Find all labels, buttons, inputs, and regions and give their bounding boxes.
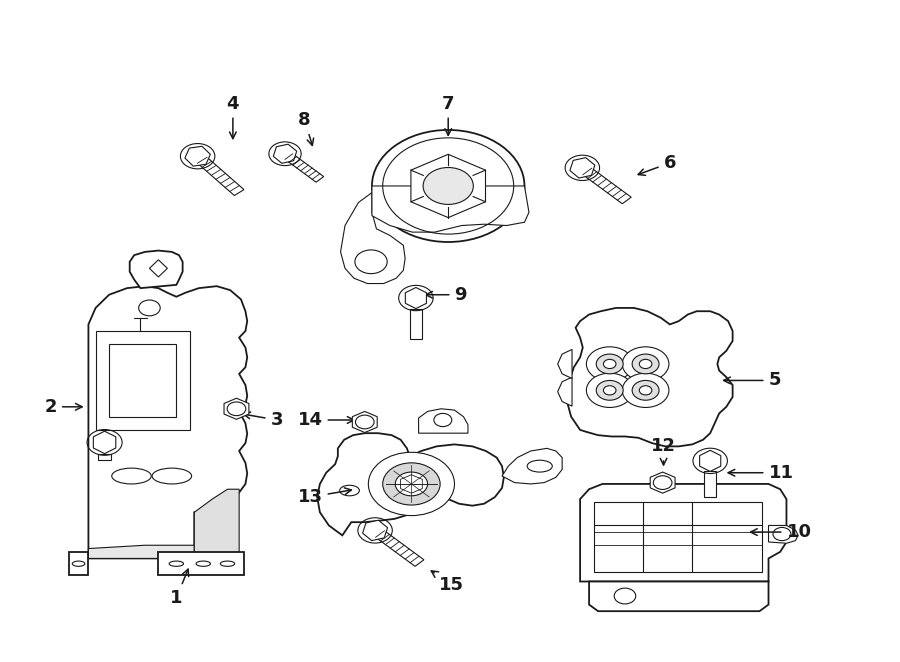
Circle shape bbox=[395, 472, 428, 496]
Polygon shape bbox=[95, 331, 190, 430]
Text: 13: 13 bbox=[298, 488, 351, 506]
Polygon shape bbox=[502, 448, 562, 484]
Text: 6: 6 bbox=[638, 154, 676, 175]
Polygon shape bbox=[158, 552, 244, 575]
Polygon shape bbox=[769, 526, 798, 544]
Text: 15: 15 bbox=[431, 571, 464, 594]
Polygon shape bbox=[98, 453, 111, 459]
Polygon shape bbox=[371, 527, 424, 566]
Polygon shape bbox=[130, 251, 183, 288]
Circle shape bbox=[603, 359, 616, 369]
Polygon shape bbox=[274, 144, 297, 164]
Polygon shape bbox=[590, 581, 769, 611]
Text: 14: 14 bbox=[298, 411, 354, 429]
Circle shape bbox=[632, 381, 659, 401]
Text: 7: 7 bbox=[442, 95, 454, 135]
Polygon shape bbox=[405, 287, 427, 308]
Polygon shape bbox=[281, 151, 324, 182]
Text: 4: 4 bbox=[227, 95, 239, 138]
Polygon shape bbox=[88, 286, 248, 559]
Text: 2: 2 bbox=[44, 398, 82, 416]
Polygon shape bbox=[410, 308, 422, 339]
Text: 1: 1 bbox=[170, 569, 189, 607]
Polygon shape bbox=[567, 308, 733, 446]
Circle shape bbox=[639, 359, 652, 369]
Circle shape bbox=[596, 381, 623, 401]
Text: 9: 9 bbox=[426, 286, 467, 304]
Circle shape bbox=[368, 452, 454, 516]
Polygon shape bbox=[372, 186, 529, 232]
Polygon shape bbox=[570, 158, 595, 178]
Polygon shape bbox=[558, 377, 572, 406]
Polygon shape bbox=[363, 520, 388, 541]
Polygon shape bbox=[184, 146, 211, 166]
Polygon shape bbox=[68, 552, 88, 575]
Polygon shape bbox=[578, 165, 631, 204]
Polygon shape bbox=[352, 411, 377, 432]
Text: 11: 11 bbox=[728, 464, 794, 482]
Polygon shape bbox=[194, 489, 239, 559]
Circle shape bbox=[382, 463, 440, 505]
Polygon shape bbox=[411, 154, 485, 218]
Text: 3: 3 bbox=[244, 411, 284, 429]
Circle shape bbox=[587, 373, 633, 408]
Circle shape bbox=[622, 347, 669, 381]
Circle shape bbox=[603, 386, 616, 395]
Circle shape bbox=[622, 373, 669, 408]
Circle shape bbox=[587, 347, 633, 381]
Polygon shape bbox=[558, 350, 572, 379]
Text: 12: 12 bbox=[651, 438, 676, 465]
Circle shape bbox=[372, 130, 525, 242]
Circle shape bbox=[423, 167, 473, 205]
Text: 10: 10 bbox=[751, 523, 812, 541]
Text: 5: 5 bbox=[724, 371, 781, 389]
Circle shape bbox=[632, 354, 659, 374]
Polygon shape bbox=[94, 431, 116, 453]
Polygon shape bbox=[418, 409, 468, 433]
Circle shape bbox=[639, 386, 652, 395]
Polygon shape bbox=[317, 433, 504, 536]
Polygon shape bbox=[193, 153, 244, 195]
Text: 8: 8 bbox=[298, 111, 313, 146]
Polygon shape bbox=[704, 471, 716, 497]
Polygon shape bbox=[580, 484, 787, 581]
Polygon shape bbox=[650, 472, 675, 493]
Polygon shape bbox=[88, 545, 194, 559]
Polygon shape bbox=[340, 193, 405, 283]
Polygon shape bbox=[224, 399, 249, 419]
Polygon shape bbox=[699, 450, 721, 471]
Circle shape bbox=[596, 354, 623, 374]
